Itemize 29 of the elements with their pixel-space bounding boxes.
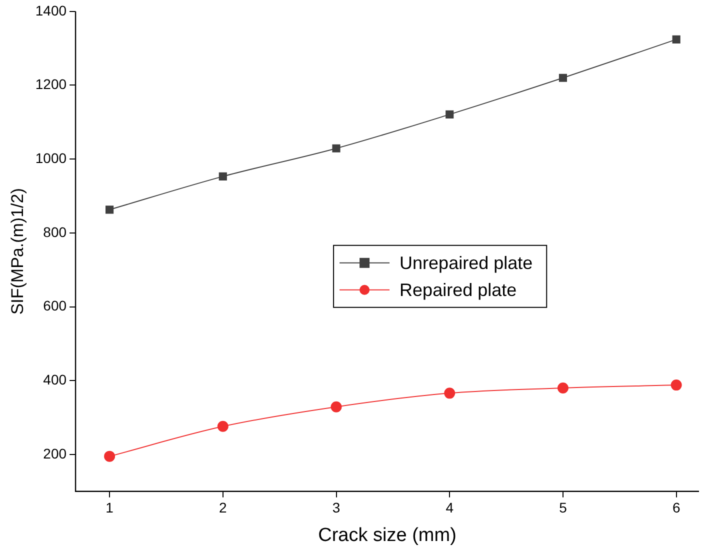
point bbox=[670, 380, 682, 391]
point bbox=[106, 206, 114, 214]
y-tick-label: 600 bbox=[43, 298, 67, 314]
point bbox=[557, 382, 568, 394]
y-tick-label: 1200 bbox=[35, 76, 67, 92]
point bbox=[332, 144, 340, 152]
x-tick-label: 3 bbox=[332, 500, 340, 516]
y-tick-label: 1000 bbox=[35, 150, 67, 166]
x-tick-label: 2 bbox=[219, 500, 228, 516]
y-tick-label: 200 bbox=[43, 445, 67, 462]
y-tick-label: 1400 bbox=[35, 2, 67, 18]
y-tick-label: 800 bbox=[43, 224, 67, 240]
x-axis-title: Crack size (mm) bbox=[318, 524, 456, 546]
point bbox=[330, 401, 342, 412]
x-tick-label: 6 bbox=[672, 500, 680, 516]
point bbox=[218, 172, 227, 180]
point bbox=[104, 450, 116, 462]
y-axis-title: SIF(MPa.(m)1/2) bbox=[8, 188, 27, 315]
x-tick-label: 1 bbox=[106, 500, 114, 516]
point bbox=[446, 110, 454, 118]
point bbox=[672, 35, 680, 44]
y-tick-label: 400 bbox=[43, 371, 67, 388]
x-tick-label: 5 bbox=[559, 500, 568, 516]
x-tick-label: 4 bbox=[446, 500, 454, 516]
point bbox=[558, 74, 568, 82]
legend-label: Unrepaired plate bbox=[400, 252, 533, 273]
point bbox=[217, 420, 228, 432]
point bbox=[444, 388, 456, 399]
legend-label: Repaired plate bbox=[400, 280, 517, 300]
